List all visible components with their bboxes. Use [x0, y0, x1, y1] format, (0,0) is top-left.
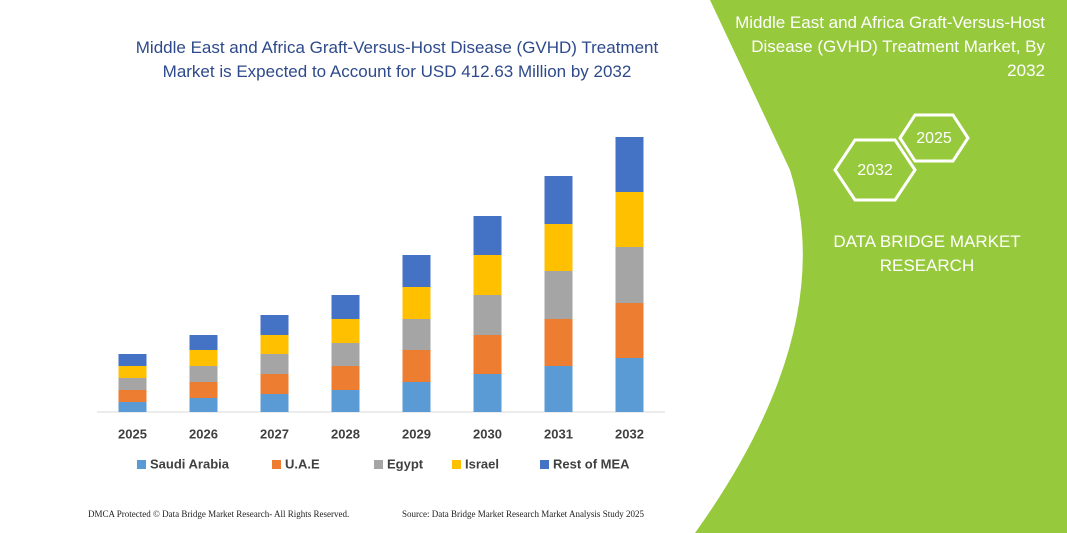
bar-segment [260, 335, 289, 354]
bar-segment [544, 319, 573, 366]
legend-label: Israel [465, 456, 499, 471]
x-tick-label: 2032 [615, 426, 644, 441]
bar-segment [189, 366, 218, 382]
bar-segment [402, 382, 431, 412]
legend-swatch [452, 460, 461, 469]
legend-swatch [374, 460, 383, 469]
bar-segment [189, 350, 218, 366]
bar-segment [544, 366, 573, 412]
legend-swatch [272, 460, 281, 469]
bar-segment [331, 343, 360, 366]
x-tick-label: 2026 [189, 426, 218, 441]
bar-segment [473, 295, 502, 335]
x-tick-label: 2030 [473, 426, 502, 441]
bar-segment [331, 295, 360, 319]
bar-segment [402, 255, 431, 287]
bar-segment [331, 366, 360, 390]
hexagon [833, 138, 917, 202]
bar-segment [118, 354, 147, 366]
x-tick-label: 2028 [331, 426, 360, 441]
panel-title: Middle East and Africa Graft-Versus-Host… [735, 13, 1045, 80]
bar-segment [118, 378, 147, 390]
x-tick-label: 2029 [402, 426, 431, 441]
footer-right: Source: Data Bridge Market Research Mark… [402, 509, 644, 519]
bar-segment [473, 335, 502, 374]
legend-label: U.A.E [285, 456, 320, 471]
bar-segment [615, 303, 644, 358]
bar-segment [544, 176, 573, 224]
side-panel [695, 0, 1067, 533]
bar-segment [615, 358, 644, 412]
chart-title: Middle East and Africa Graft-Versus-Host… [135, 38, 659, 81]
bar-segment [615, 137, 644, 192]
footer-left: DMCA Protected © Data Bridge Market Rese… [88, 509, 350, 519]
x-tick-label: 2027 [260, 426, 289, 441]
bar-segment [402, 319, 431, 350]
bar-segment [189, 398, 218, 412]
bar-segment [615, 247, 644, 303]
legend-label: Rest of MEA [553, 456, 630, 471]
hexagon [898, 113, 970, 163]
legend-swatch [540, 460, 549, 469]
bar-segment [118, 402, 147, 412]
x-tick-label: 2031 [544, 426, 573, 441]
hex-label: 2025 [916, 130, 952, 147]
bar-segment [189, 382, 218, 398]
bar-segment [402, 350, 431, 382]
bar-segment [473, 216, 502, 255]
bar-segment [118, 390, 147, 402]
legend-label: Saudi Arabia [150, 456, 230, 471]
bar-segment [615, 192, 644, 247]
bar-segment [331, 390, 360, 412]
bar-segment [473, 374, 502, 412]
bar-segment [544, 224, 573, 271]
bar-segment [402, 287, 431, 319]
bar-segment [260, 394, 289, 412]
x-tick-label: 2025 [118, 426, 147, 441]
hex-label: 2032 [857, 162, 893, 179]
brand: DATA BRIDGE MARKET RESEARCH [833, 232, 1021, 275]
bar-segment [331, 319, 360, 343]
bar-segment [260, 374, 289, 394]
legend-label: Egypt [387, 456, 424, 471]
bar-segment [544, 271, 573, 319]
bar-segment [260, 315, 289, 335]
legend-swatch [137, 460, 146, 469]
bar-segment [189, 335, 218, 350]
bar-segment [118, 366, 147, 378]
bar-segment [473, 255, 502, 295]
bar-segment [260, 354, 289, 374]
